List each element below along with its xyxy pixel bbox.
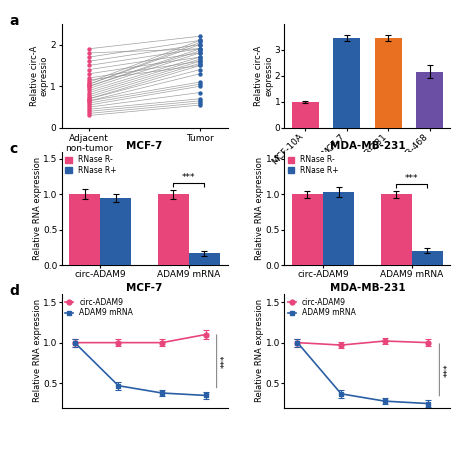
Title: MCF-7: MCF-7 (127, 141, 163, 151)
Point (85, 97, 93, 105)
Point (196, 45, 204, 53)
Point (85, 53, 93, 61)
Point (196, 66, 204, 73)
Point (196, 57, 204, 65)
Point (196, 60, 204, 67)
Point (196, 39, 204, 46)
Point (85, 109, 93, 117)
Point (85, 99, 93, 107)
Y-axis label: Relative circ-A
expressio: Relative circ-A expressio (29, 46, 49, 106)
Point (196, 97, 204, 105)
Y-axis label: Relative RNA expression: Relative RNA expression (33, 299, 42, 402)
Point (196, 41, 204, 48)
Text: ***: *** (182, 173, 196, 182)
Bar (292, 102, 319, 128)
Bar (412, 251, 443, 265)
Bar (381, 194, 412, 265)
Point (85, 49, 93, 57)
Title: MDA-MB-231: MDA-MB-231 (329, 141, 405, 151)
Bar (158, 194, 189, 265)
Point (196, 49, 204, 57)
Point (85, 93, 93, 100)
Text: c: c (9, 142, 18, 156)
Point (85, 81, 93, 88)
Title: MCF-7: MCF-7 (127, 283, 163, 293)
Point (85, 89, 93, 96)
Y-axis label: Relative RNA expression: Relative RNA expression (255, 299, 264, 402)
Point (196, 99, 204, 107)
Legend: circ-ADAM9, ADAM9 mRNA: circ-ADAM9, ADAM9 mRNA (65, 298, 133, 317)
Legend: RNase R-, RNase R+: RNase R-, RNase R+ (65, 155, 116, 175)
Text: ***: *** (221, 355, 230, 368)
Bar (189, 253, 220, 265)
Point (196, 53, 204, 61)
Bar (323, 192, 354, 265)
Title: MDA-MB-231: MDA-MB-231 (329, 283, 405, 293)
Point (196, 36, 204, 44)
Point (196, 70, 204, 78)
Point (196, 89, 204, 96)
Point (196, 81, 204, 88)
Point (85, 103, 93, 111)
Bar (292, 194, 323, 265)
Point (196, 101, 204, 109)
Text: a: a (9, 14, 19, 28)
Point (196, 49, 204, 57)
Point (196, 53, 204, 61)
Bar (69, 194, 100, 265)
Point (85, 105, 93, 113)
Point (196, 47, 204, 55)
Point (196, 45, 204, 53)
Point (85, 45, 93, 53)
Point (85, 66, 93, 73)
Bar (374, 38, 401, 128)
Y-axis label: Relative circ-A
expressio: Relative circ-A expressio (254, 46, 273, 106)
Bar (416, 72, 443, 128)
Point (85, 95, 93, 102)
Point (85, 82, 93, 90)
Point (85, 57, 93, 65)
Bar (100, 198, 131, 265)
Text: d: d (9, 284, 19, 299)
Point (196, 82, 204, 90)
Point (196, 36, 204, 44)
Point (85, 108, 93, 115)
Point (85, 82, 93, 90)
Y-axis label: Relative RNA expression: Relative RNA expression (33, 157, 42, 260)
Point (196, 45, 204, 53)
Point (85, 81, 93, 88)
Point (85, 84, 93, 92)
Point (196, 55, 204, 63)
Point (196, 62, 204, 69)
Point (85, 91, 93, 99)
Point (85, 112, 93, 119)
Point (85, 74, 93, 82)
Point (196, 57, 204, 65)
Point (85, 78, 93, 86)
Text: ***: *** (444, 363, 453, 377)
Legend: circ-ADAM9, ADAM9 mRNA: circ-ADAM9, ADAM9 mRNA (288, 298, 356, 317)
Bar (333, 38, 360, 128)
Point (85, 95, 93, 102)
Point (85, 62, 93, 69)
Y-axis label: Relative RNA expression: Relative RNA expression (255, 157, 264, 260)
Point (196, 62, 204, 69)
Point (196, 32, 204, 40)
Point (85, 87, 93, 94)
Point (85, 76, 93, 84)
Legend: RNase R-, RNase R+: RNase R-, RNase R+ (288, 155, 339, 175)
Point (196, 41, 204, 48)
Point (85, 101, 93, 109)
Point (85, 97, 93, 105)
Point (85, 70, 93, 78)
Point (196, 78, 204, 86)
Point (196, 95, 204, 102)
Text: ***: *** (405, 174, 419, 183)
